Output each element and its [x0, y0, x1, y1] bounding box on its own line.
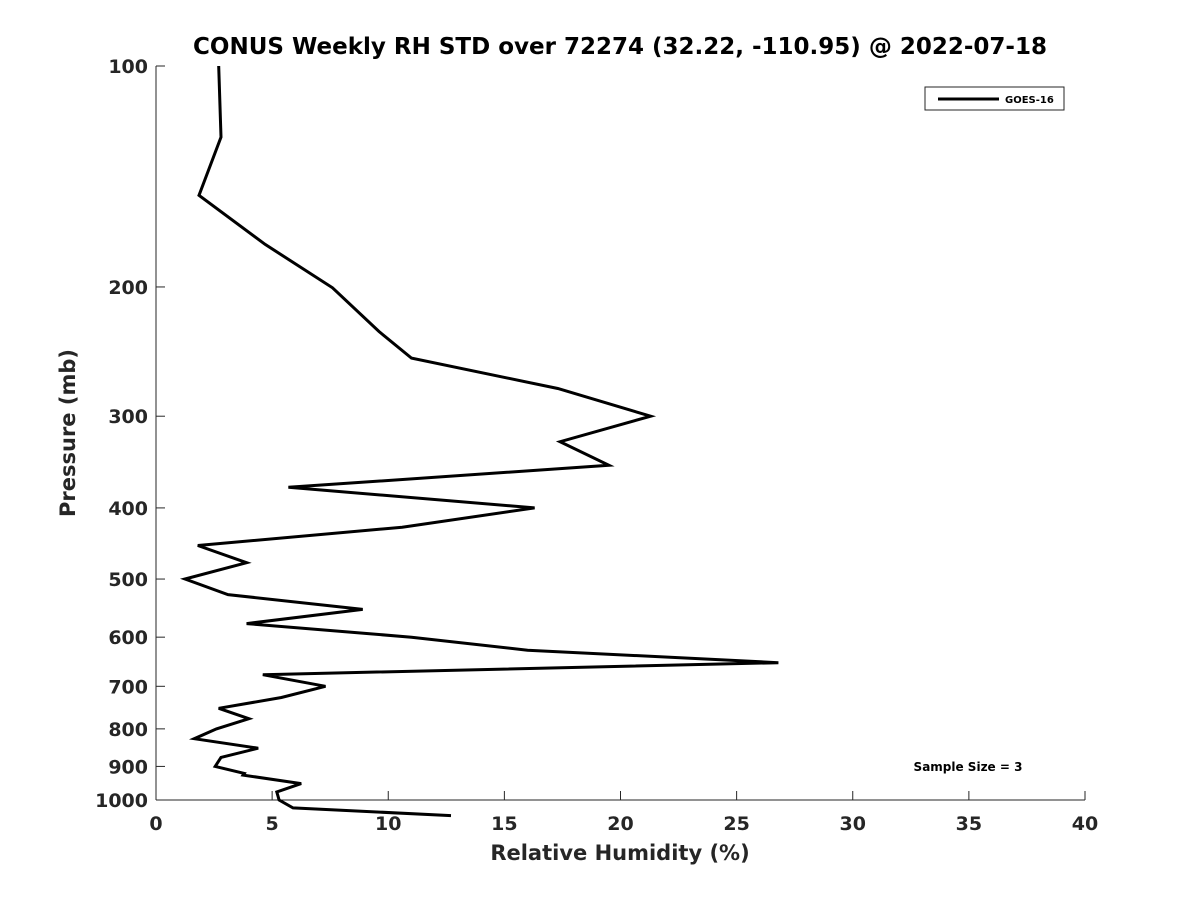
y-tick-label: 800: [108, 719, 148, 741]
y-tick-label: 900: [108, 756, 148, 778]
x-tick-label: 15: [491, 813, 517, 835]
x-tick-label: 0: [149, 813, 162, 835]
y-tick-label: 500: [108, 569, 148, 591]
y-tick-label: 600: [108, 627, 148, 649]
sample-size-annotation: Sample Size = 3: [914, 760, 1023, 774]
y-tick-label: 400: [108, 498, 148, 520]
x-tick-label: 5: [266, 813, 279, 835]
y-tick-label: 700: [108, 676, 148, 698]
y-tick-label: 200: [108, 277, 148, 299]
x-axis-label: Relative Humidity (%): [490, 841, 749, 865]
x-tick-label: 35: [956, 813, 982, 835]
series-line-goes-16: [179, 65, 779, 818]
y-tick-label: 100: [108, 56, 148, 78]
x-tick-label: 20: [607, 813, 633, 835]
chart-title: CONUS Weekly RH STD over 72274 (32.22, -…: [193, 34, 1047, 60]
axes: [155, 66, 1085, 801]
y-ticks: 100 200 300 400 500 600 700 800 900 1000: [95, 56, 165, 812]
legend-label: GOES-16: [1005, 95, 1054, 106]
x-tick-label: 30: [840, 813, 866, 835]
y-tick-label: 300: [108, 406, 148, 428]
x-tick-label: 40: [1072, 813, 1098, 835]
y-axis-label: Pressure (mb): [56, 349, 80, 517]
series-group: [179, 65, 779, 818]
x-ticks: 0 5 10 15 20 25 30 35 40: [149, 791, 1098, 835]
x-tick-label: 25: [723, 813, 749, 835]
x-tick-label: 10: [375, 813, 401, 835]
legend: GOES-16: [924, 86, 1065, 111]
y-tick-label: 1000: [95, 790, 148, 812]
